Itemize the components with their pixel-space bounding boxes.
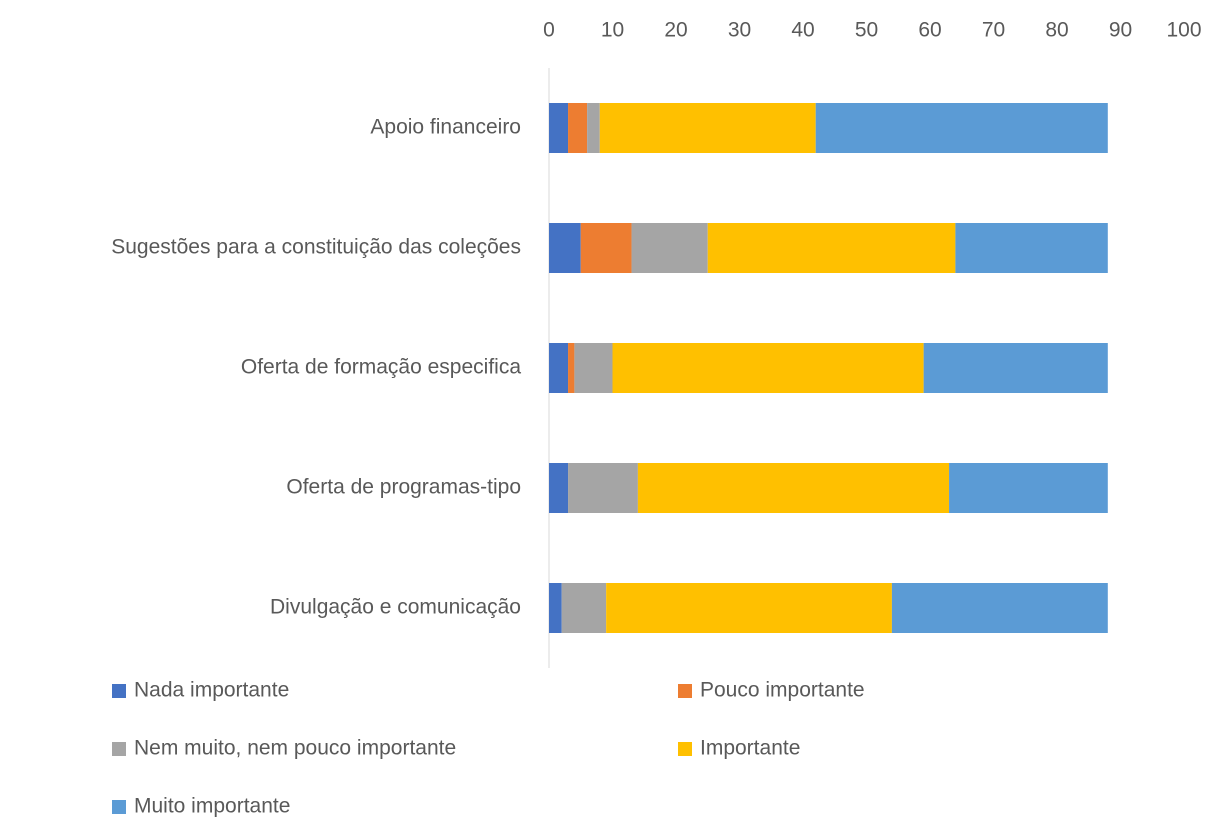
legend-swatch xyxy=(112,742,126,756)
x-tick-label: 10 xyxy=(601,19,624,42)
x-tick-label: 20 xyxy=(664,19,687,42)
bar-segment xyxy=(549,223,581,273)
legend-swatch xyxy=(678,684,692,698)
bar-segment xyxy=(707,223,956,273)
category-label: Apoio financeiro xyxy=(370,116,521,139)
bar-segment xyxy=(561,583,607,633)
bar-segment xyxy=(549,463,569,513)
bar-segment xyxy=(949,463,1108,513)
bar-segment xyxy=(955,223,1108,273)
bar-segment xyxy=(549,103,569,153)
category-label: Oferta de formação especifica xyxy=(241,356,521,379)
x-tick-label: 60 xyxy=(918,19,941,42)
bar-segment xyxy=(631,223,708,273)
bar-segment xyxy=(568,103,588,153)
bar-segment xyxy=(549,583,562,633)
bar-segment xyxy=(606,583,892,633)
bar-segment xyxy=(815,103,1108,153)
bar-segment xyxy=(587,103,600,153)
legend-swatch xyxy=(112,800,126,814)
x-tick-label: 50 xyxy=(855,19,878,42)
category-label: Divulgação e comunicação xyxy=(270,596,521,619)
x-tick-label: 100 xyxy=(1166,19,1201,42)
legend-swatch xyxy=(678,742,692,756)
bar-segment xyxy=(923,343,1108,393)
bar-segment xyxy=(580,223,632,273)
bar-segment xyxy=(574,343,613,393)
x-tick-label: 90 xyxy=(1109,19,1132,42)
legend-label: Nem muito, nem pouco importante xyxy=(134,737,456,760)
category-label: Sugestões para a constituição das coleçõ… xyxy=(111,236,521,259)
legend-label: Pouco importante xyxy=(700,679,865,702)
bar-segment xyxy=(891,583,1108,633)
legend-label: Muito importante xyxy=(134,795,290,818)
bar-segment xyxy=(549,343,569,393)
x-tick-label: 30 xyxy=(728,19,751,42)
legend-label: Importante xyxy=(700,737,800,760)
category-label: Oferta de programas-tipo xyxy=(286,476,521,499)
legend-swatch xyxy=(112,684,126,698)
legend-label: Nada importante xyxy=(134,679,289,702)
x-tick-label: 70 xyxy=(982,19,1005,42)
bar-segment xyxy=(568,463,638,513)
bar-segment xyxy=(568,343,575,393)
bar-segment xyxy=(599,103,816,153)
x-tick-label: 40 xyxy=(791,19,814,42)
x-tick-label: 80 xyxy=(1045,19,1068,42)
bar-segment xyxy=(637,463,950,513)
bar-segment xyxy=(612,343,924,393)
x-tick-label: 0 xyxy=(543,19,555,42)
